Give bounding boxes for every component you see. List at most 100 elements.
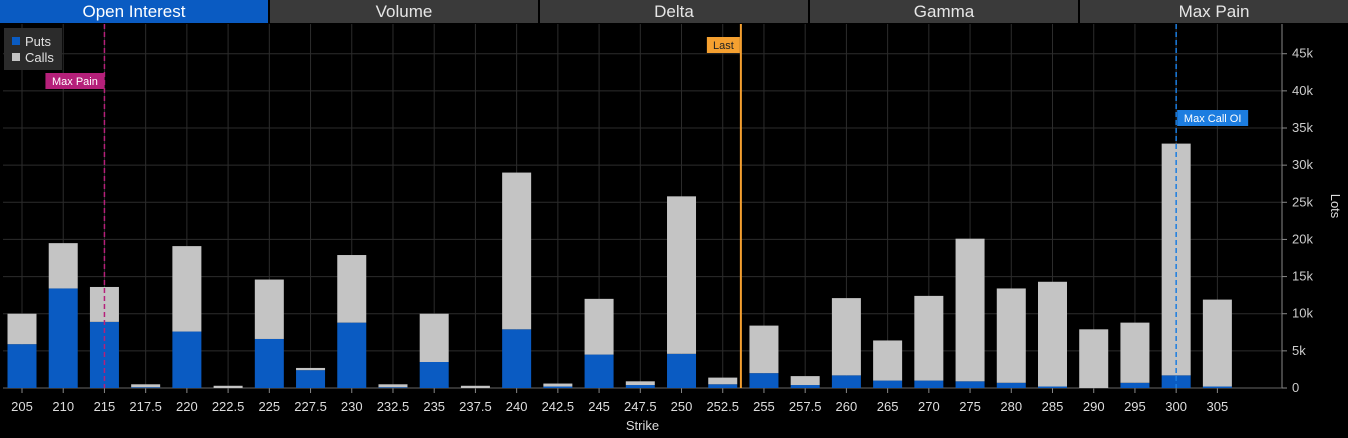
x-tick-label: 235 <box>423 399 445 414</box>
bar-calls <box>667 196 697 354</box>
bar-calls <box>1202 299 1232 387</box>
bar-puts <box>419 362 449 388</box>
x-tick-label: 290 <box>1083 399 1105 414</box>
legend-label-puts: Puts <box>25 33 52 49</box>
calls-swatch <box>12 53 20 61</box>
x-axis-title: Strike <box>626 418 659 433</box>
bar-calls <box>502 172 532 330</box>
bar-puts <box>131 387 161 388</box>
bar-puts <box>172 331 202 388</box>
bar-puts <box>955 381 985 388</box>
bar-puts <box>1202 386 1232 388</box>
x-tick-label: 300 <box>1165 399 1187 414</box>
bar-calls <box>1038 281 1067 387</box>
y-axis-title: Lots <box>1328 194 1343 219</box>
y-tick-label: 40k <box>1292 83 1313 98</box>
max-call-oi-label-box <box>1177 110 1249 126</box>
bar-puts <box>1120 382 1150 388</box>
y-tick-label: 20k <box>1292 231 1313 246</box>
x-tick-label: 242.5 <box>542 399 575 414</box>
x-tick-label: 205 <box>11 399 33 414</box>
max-pain-label: Max Pain <box>52 76 98 88</box>
bar-puts <box>749 373 779 388</box>
x-tick-label: 230 <box>341 399 363 414</box>
bar-calls <box>914 295 944 381</box>
tab-gamma[interactable]: Gamma <box>810 0 1078 23</box>
x-tick-label: 247.5 <box>624 399 657 414</box>
x-tick-label: 295 <box>1124 399 1146 414</box>
open-interest-chart: 0 5k 10k 15k 20k 25k 30k 35k 40k 45k 205 210 215 217.… <box>3 24 1343 433</box>
tab-delta[interactable]: Delta <box>540 0 808 23</box>
bar-calls <box>749 325 779 374</box>
y-tick-label: 30k <box>1292 157 1313 172</box>
bar-puts <box>1161 375 1191 388</box>
bar-puts <box>48 288 78 388</box>
bar-puts <box>873 380 903 388</box>
bar-puts <box>790 385 820 388</box>
bar-puts <box>502 329 532 388</box>
bar-calls <box>955 238 985 382</box>
x-tick-label: 220 <box>176 399 198 414</box>
bar-calls <box>1079 329 1109 388</box>
bar-puts <box>708 384 738 388</box>
bar-calls <box>873 340 903 381</box>
bar-puts <box>831 375 861 388</box>
y-tick-label: 5k <box>1292 343 1306 358</box>
y-tick-label: 0 <box>1292 380 1299 395</box>
x-tick-label: 232.5 <box>377 399 410 414</box>
bar-puts <box>543 386 573 388</box>
bar-puts <box>667 353 697 388</box>
tab-volume[interactable]: Volume <box>270 0 538 23</box>
legend-label-calls: Calls <box>25 49 54 65</box>
y-tick-label: 15k <box>1292 269 1313 284</box>
x-tick-label: 215 <box>94 399 116 414</box>
bar-puts <box>914 380 944 388</box>
bar-calls <box>790 376 820 386</box>
legend-item-calls: Calls <box>12 49 62 65</box>
bar-puts <box>7 344 37 388</box>
bar-calls <box>48 243 78 289</box>
last-label: Last <box>713 40 734 52</box>
x-tick-label: 270 <box>918 399 940 414</box>
y-tick-label: 45k <box>1292 46 1313 61</box>
bar-puts <box>996 382 1026 388</box>
bar-calls <box>831 298 861 376</box>
x-tick-label: 285 <box>1042 399 1064 414</box>
x-tick-label: 260 <box>836 399 858 414</box>
bar-puts <box>584 354 614 388</box>
bar-puts <box>378 387 408 388</box>
x-tick-label: 275 <box>959 399 981 414</box>
bar-calls <box>584 298 614 355</box>
bar-calls <box>996 288 1026 383</box>
bar-calls <box>7 313 37 345</box>
bar-calls <box>460 385 490 388</box>
bar-calls <box>213 385 243 388</box>
y-tick-label: 10k <box>1292 306 1313 321</box>
x-tick-label: 210 <box>52 399 74 414</box>
bar-calls <box>543 383 573 387</box>
last-label-box <box>706 37 740 53</box>
bar-calls <box>1120 322 1150 383</box>
bar-calls <box>708 377 738 385</box>
bar-calls <box>172 246 202 332</box>
y-tick-label: 25k <box>1292 194 1313 209</box>
chart-legend: Puts Calls <box>4 28 62 70</box>
max-pain-label-box <box>45 73 105 89</box>
bar-calls <box>625 381 655 386</box>
x-tick-label: 265 <box>877 399 899 414</box>
bar-calls <box>254 279 284 339</box>
x-tick-label: 225 <box>258 399 280 414</box>
chart-tabs: Open Interest Volume Delta Gamma Max Pai… <box>0 0 1348 24</box>
tab-max-pain[interactable]: Max Pain <box>1080 0 1348 23</box>
bar-puts <box>296 370 326 388</box>
bar-calls <box>419 313 449 362</box>
x-tick-label: 250 <box>671 399 693 414</box>
tab-open-interest[interactable]: Open Interest <box>0 0 268 23</box>
bar-puts <box>1038 386 1067 388</box>
puts-swatch <box>12 37 20 45</box>
legend-item-puts: Puts <box>12 33 62 49</box>
x-tick-label: 237.5 <box>459 399 492 414</box>
bar-puts <box>337 322 367 388</box>
x-tick-label: 240 <box>506 399 528 414</box>
bar-calls <box>296 367 326 371</box>
